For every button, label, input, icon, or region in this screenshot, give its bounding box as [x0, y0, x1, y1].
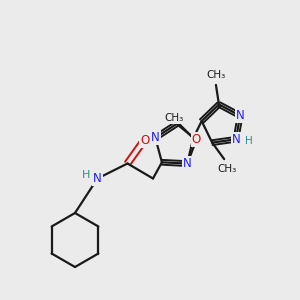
- Text: N: N: [93, 172, 102, 185]
- Text: CH₃: CH₃: [218, 164, 237, 174]
- Text: CH₃: CH₃: [206, 70, 226, 80]
- Text: N: N: [232, 133, 240, 146]
- Text: O: O: [140, 134, 149, 147]
- Text: H: H: [245, 136, 252, 146]
- Text: N: N: [183, 157, 192, 170]
- Text: H: H: [82, 170, 90, 180]
- Text: CH₃: CH₃: [164, 113, 183, 123]
- Text: O: O: [192, 134, 201, 146]
- Text: N: N: [151, 131, 160, 144]
- Text: N: N: [236, 109, 244, 122]
